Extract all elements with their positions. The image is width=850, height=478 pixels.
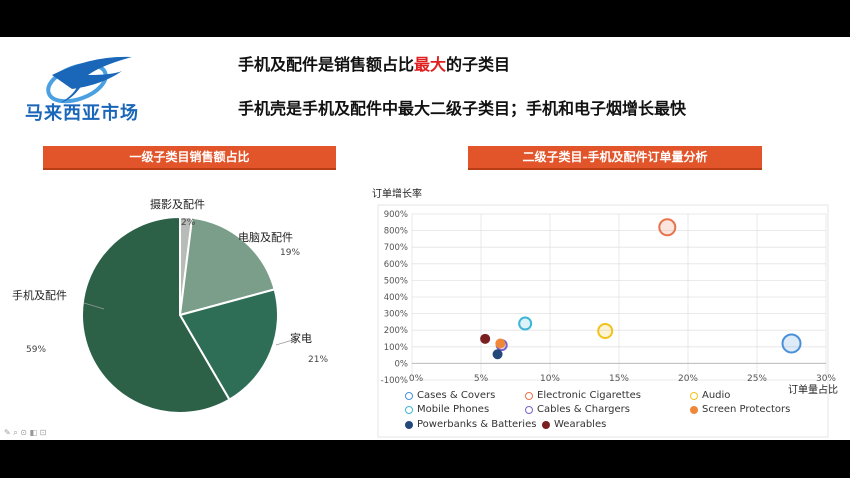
legend-item[interactable]: Mobile Phones [405, 404, 489, 415]
x-tick-label: 15% [609, 374, 629, 384]
y-tick-label: 300% [384, 310, 408, 320]
headline-1-pre: 手机及配件是销售额占比 [238, 55, 415, 74]
scatter-point [597, 323, 614, 340]
slide: 马来西亚市场 手机及配件是销售额占比最大的子类目 手机壳是手机及配件中最大二级子… [0, 37, 850, 440]
y-tick-label: 700% [384, 243, 408, 253]
x-axis-title: 订单量占比 [788, 383, 838, 396]
legend-label: Mobile Phones [417, 404, 490, 415]
headline-1-post: 的子类目 [446, 55, 511, 74]
y-tick-label: 600% [384, 260, 408, 270]
pie-slice-percent: 2% [181, 218, 196, 228]
legend-item[interactable]: Electronic Cigarettes [525, 390, 641, 401]
pie-slice [178, 288, 279, 401]
pie-chart [81, 215, 279, 414]
pie-chart-title: 一级子类目销售额占比 [43, 146, 336, 170]
headline-1-highlight: 最大 [414, 55, 447, 74]
headline-1: 手机及配件是销售额占比最大的子类目 [238, 51, 510, 75]
legend-marker-icon [525, 391, 533, 400]
y-axis-title: 订单增长率 [372, 187, 422, 200]
legend-item[interactable]: Audio [690, 390, 730, 401]
y-tick-label: 800% [384, 227, 408, 237]
scatter-frame [377, 204, 829, 438]
legend-label: Electronic Cigarettes [537, 390, 641, 401]
pie-slice-label: 手机及配件 [12, 288, 67, 302]
scatter-point [781, 333, 802, 354]
x-tick-label: 0% [409, 374, 424, 384]
y-tick-label: 500% [384, 276, 408, 286]
legend-item[interactable]: Screen Protectors [690, 404, 790, 415]
logo-text: 马来西亚市场 [25, 103, 139, 124]
legend-marker-icon [525, 405, 533, 414]
legend-marker-icon [405, 420, 413, 429]
scatter-point [658, 218, 677, 237]
pie-slice-label: 电脑及配件 [238, 231, 293, 244]
legend-item[interactable]: Cases & Covers [405, 390, 495, 401]
legend-marker-icon [542, 420, 550, 429]
pie-leader-line [83, 302, 105, 310]
x-tick-label: 30% [816, 374, 836, 384]
legend-marker-icon [405, 391, 413, 400]
legend-item[interactable]: Wearables [542, 419, 606, 430]
legend-marker-icon [690, 391, 698, 400]
x-tick-label: 10% [540, 374, 560, 384]
x-tick-label: 25% [747, 374, 767, 384]
scatter-point [495, 338, 506, 349]
y-tick-label: 0% [395, 359, 409, 369]
pie-slice-percent: 59% [26, 345, 46, 355]
y-tick-label: -100% [381, 376, 408, 386]
scatter-point [492, 349, 503, 360]
legend-label: Cases & Covers [417, 390, 496, 401]
legend-label: Screen Protectors [702, 404, 791, 415]
y-tick-label: 100% [384, 343, 408, 353]
y-tick-label: 400% [384, 293, 408, 303]
y-tick-label: 900% [384, 210, 408, 220]
slide-toolbar-icons[interactable]: ✎ ⌕ ⊙ ◧ ⊡ [4, 428, 47, 437]
pie-slice-percent: 19% [280, 248, 300, 258]
legend-label: Wearables [554, 419, 607, 430]
legend-label: Audio [702, 390, 731, 401]
scatter-chart-title: 二级子类目-手机及配件订单量分析 [468, 146, 762, 170]
legend-label: Cables & Chargers [537, 404, 630, 415]
scatter-point [518, 316, 533, 331]
pie-slice-label: 摄影及配件 [150, 197, 205, 211]
x-tick-label: 5% [474, 374, 489, 384]
y-tick-label: 200% [384, 326, 408, 336]
legend-label: Powerbanks & Batteries [417, 419, 537, 430]
bird-logo-icon [46, 56, 132, 104]
x-tick-label: 20% [678, 374, 698, 384]
pie-slice [178, 216, 276, 317]
pie-slice [81, 215, 231, 414]
pie-slice-percent: 21% [308, 355, 328, 365]
legend-marker-icon [690, 405, 698, 414]
legend-item[interactable]: Cables & Chargers [525, 404, 630, 415]
charts-canvas: 摄影及配件2%电脑及配件19%家电21%手机及配件59%-100%0%100%2… [12, 187, 838, 438]
headline-2: 手机壳是手机及配件中最大二级子类目；手机和电子烟增长最快 [238, 99, 687, 118]
pie-leader-line [275, 338, 297, 346]
pie-slice-label: 家电 [290, 331, 312, 345]
scatter-point [480, 333, 491, 344]
legend-marker-icon [405, 405, 413, 414]
legend-item[interactable]: Powerbanks & Batteries [405, 419, 536, 430]
